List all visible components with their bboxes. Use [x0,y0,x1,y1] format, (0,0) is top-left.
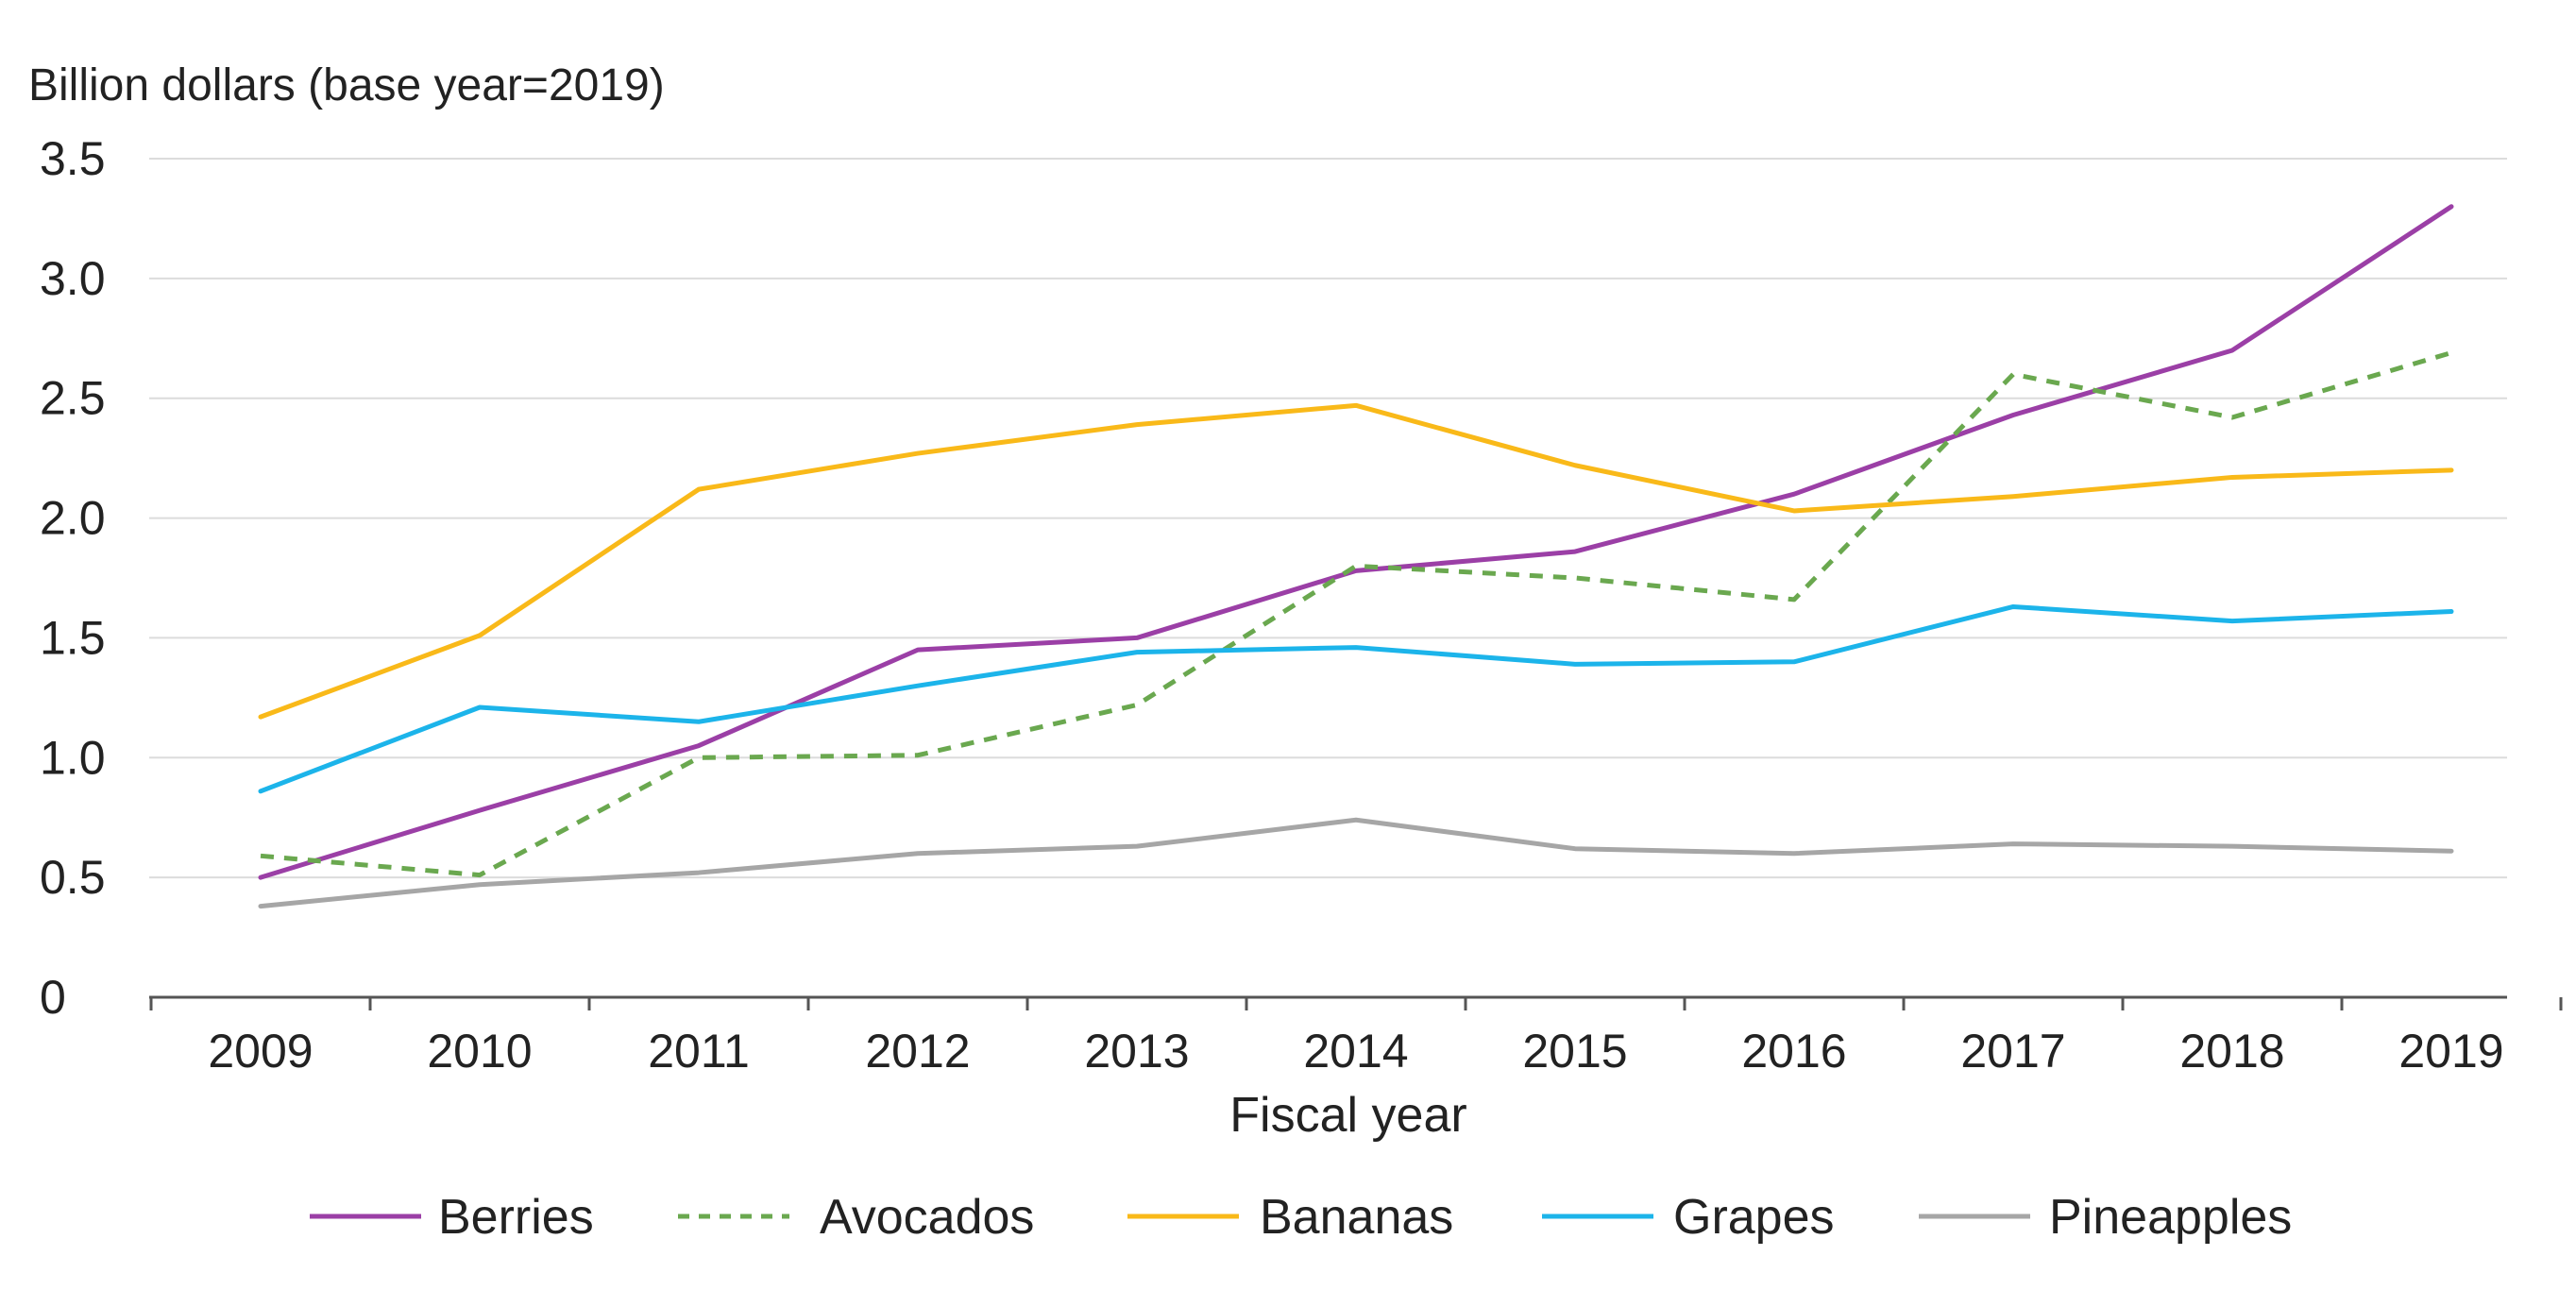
legend-label-berries: Berries [438,1190,594,1245]
x-axis [149,995,2563,1010]
x-tick-label: 2012 [865,1025,970,1078]
y-tick-label: 2.0 [40,492,106,545]
series-line-avocados [260,350,2452,878]
legend-label-pineapples: Pineapples [2049,1190,2292,1245]
x-tick-label: 2015 [1522,1025,1627,1078]
x-tick-label: 2018 [2179,1025,2284,1078]
series-line-grapes [258,603,2454,794]
series-line-pineapples [258,817,2454,909]
gridlines [149,158,2507,879]
x-tick-label: 2013 [1084,1025,1189,1078]
legend: Berries Avocados Bananas Grapes Pineapples [310,1190,2292,1245]
x-axis-ticks: 2009 2010 2011 2012 2013 2014 2015 2016 2017 2018… [208,1025,2503,1078]
series-line-berries [258,204,2454,880]
legend-label-bananas: Bananas [1260,1190,1453,1245]
y-tick-label: 3.5 [40,132,106,185]
legend-label-grapes: Grapes [1673,1190,1835,1245]
series-lines [258,204,2454,909]
y-axis-ticks: 0 0.5 1.0 1.5 2.0 2.5 3.0 3.5 [40,132,106,1024]
legend-label-avocados: Avocados [820,1190,1034,1245]
y-tick-label: 0.5 [40,851,106,904]
y-tick-label: 2.5 [40,372,106,425]
x-tick-label: 2017 [1960,1025,2065,1078]
series-line-bananas [258,402,2454,720]
y-tick-label: 1.0 [40,731,106,784]
x-tick-label: 2010 [427,1025,532,1078]
y-tick-label: 1.5 [40,611,106,664]
x-axis-label: Fiscal year [1229,1088,1466,1143]
y-tick-label: 0 [40,971,66,1024]
y-tick-label: 3.0 [40,252,106,305]
x-tick-label: 2014 [1303,1025,1408,1078]
x-tick-label: 2019 [2398,1025,2503,1078]
y-axis-label: Billion dollars (base year=2019) [28,60,665,110]
x-tick-label: 2009 [208,1025,313,1078]
x-tick-label: 2016 [1741,1025,1846,1078]
x-tick-label: 2011 [648,1025,750,1078]
